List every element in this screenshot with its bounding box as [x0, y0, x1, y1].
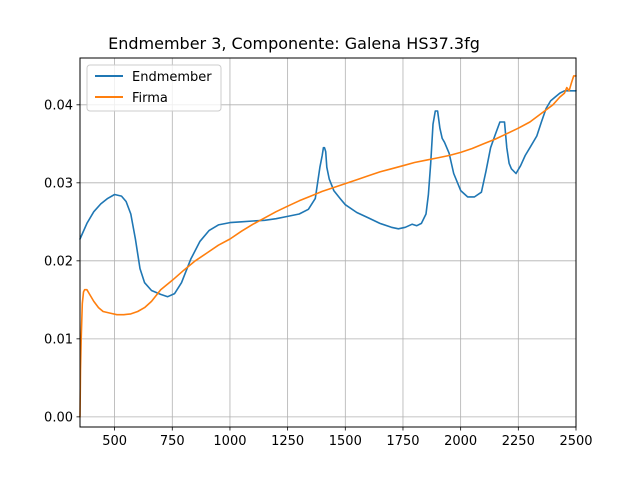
x-tick-label: 1250 [271, 434, 304, 449]
y-axis-ticks: 0.00 0.01 0.02 0.03 0.04 [44, 98, 80, 425]
x-tick-label: 2250 [502, 434, 535, 449]
chart-title: Endmember 3, Componente: Galena HS37.3fg [108, 34, 480, 53]
x-tick-label: 2000 [444, 434, 477, 449]
x-tick-label: 1500 [329, 434, 362, 449]
series-line-firma [79, 75, 577, 418]
y-tick-label: 0.04 [44, 98, 73, 113]
legend-label-firma: Firma [132, 91, 168, 106]
y-tick-label: 0.01 [44, 332, 73, 347]
x-tick-label: 1000 [213, 434, 246, 449]
x-tick-label: 500 [102, 434, 127, 449]
legend-label-endmember: Endmember [132, 70, 212, 85]
x-tick-label: 2500 [559, 434, 592, 449]
plot-frame [79, 57, 577, 428]
y-tick-label: 0.02 [44, 254, 73, 269]
plot-series [79, 75, 577, 418]
legend: Endmember Firma [86, 64, 222, 112]
x-axis-ticks: 500 750 1000 1250 1500 1750 2000 2250 2500 [102, 427, 593, 449]
y-tick-label: 0.03 [44, 176, 73, 191]
y-tick-label: 0.00 [44, 410, 73, 425]
x-tick-label: 750 [160, 434, 185, 449]
series-line-endmember [79, 90, 577, 298]
x-tick-label: 1750 [386, 434, 419, 449]
